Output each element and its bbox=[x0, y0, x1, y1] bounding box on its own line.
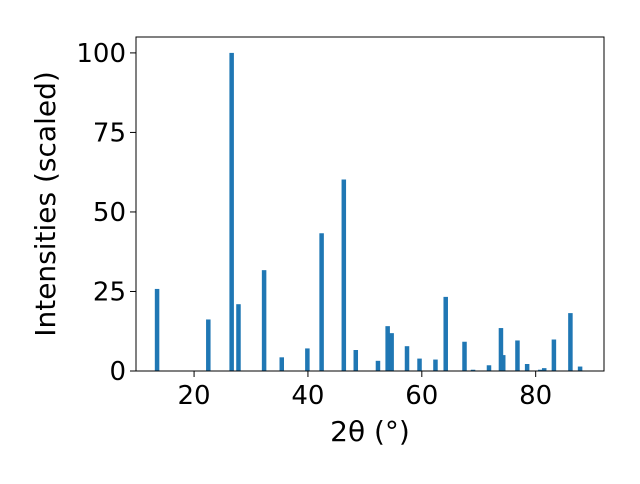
y-tick-label: 100 bbox=[76, 39, 126, 69]
bar bbox=[236, 304, 241, 371]
y-axis-label: Intensities (scaled) bbox=[29, 71, 62, 337]
bar bbox=[443, 296, 448, 371]
bar bbox=[341, 179, 347, 371]
bar bbox=[486, 365, 492, 371]
bar bbox=[541, 368, 547, 371]
bar bbox=[404, 346, 410, 371]
bar bbox=[385, 326, 390, 371]
plot-frame bbox=[135, 36, 605, 372]
bar bbox=[470, 369, 476, 371]
y-tick-label: 25 bbox=[93, 277, 126, 307]
bar bbox=[537, 369, 543, 371]
x-axis-ticks: 20 40 60 80 bbox=[178, 371, 552, 411]
bar bbox=[375, 360, 381, 371]
bar bbox=[515, 340, 520, 371]
bar bbox=[206, 319, 211, 371]
bar bbox=[417, 358, 422, 371]
bar bbox=[319, 233, 324, 371]
bar bbox=[568, 313, 573, 371]
bar bbox=[279, 357, 284, 371]
x-axis-label: 2θ (°) bbox=[330, 415, 410, 448]
bar bbox=[353, 350, 359, 371]
x-tick-label: 40 bbox=[291, 381, 324, 411]
y-tick-label: 50 bbox=[93, 198, 126, 228]
bar bbox=[433, 359, 438, 371]
y-tick-label: 75 bbox=[93, 118, 126, 148]
bar bbox=[551, 339, 557, 371]
bar bbox=[500, 355, 506, 371]
bar bbox=[524, 364, 530, 371]
bar bbox=[154, 288, 160, 371]
bar bbox=[462, 341, 467, 371]
y-tick-label: 0 bbox=[109, 357, 126, 387]
bars-layer bbox=[154, 52, 583, 372]
y-axis-ticks: 0 25 50 75 100 bbox=[76, 39, 136, 387]
bar bbox=[229, 52, 234, 372]
bar bbox=[389, 333, 394, 371]
x-tick-label: 60 bbox=[405, 381, 438, 411]
x-tick-label: 80 bbox=[519, 381, 552, 411]
x-tick-label: 20 bbox=[178, 381, 211, 411]
bar bbox=[577, 366, 583, 371]
bar bbox=[261, 270, 267, 371]
bar bbox=[305, 348, 310, 371]
bar bbox=[498, 328, 504, 371]
